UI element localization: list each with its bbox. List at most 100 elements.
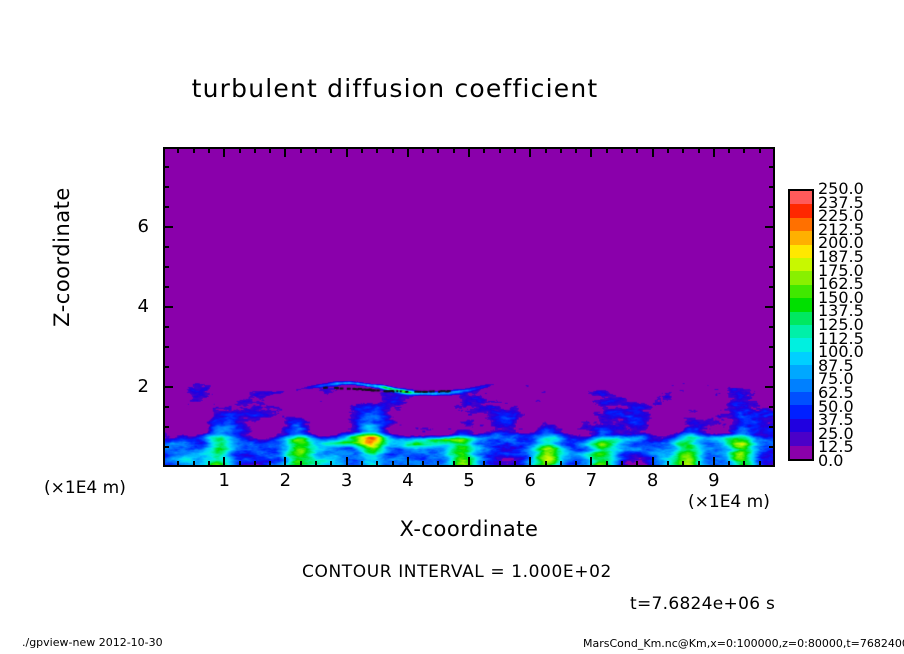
axis-tick: [391, 147, 394, 153]
colorbar-label: 150.0: [818, 287, 864, 307]
colorbar-label: 200.0: [818, 233, 864, 253]
colorbar-label: 212.5: [818, 219, 864, 239]
axis-tick: [177, 461, 180, 467]
axis-tick: [163, 286, 169, 288]
axis-tick: [621, 461, 623, 467]
axis-tick: [163, 206, 169, 208]
axis-tick: [406, 147, 409, 157]
axis-tick: [437, 461, 440, 467]
axis-tick: [544, 461, 547, 467]
axis-tick: [223, 147, 226, 157]
colorbar-band-12: [790, 284, 812, 299]
contour-interval-label: CONTOUR INTERVAL = 1.000E+02: [302, 562, 612, 582]
axis-tick: [529, 147, 532, 157]
x-tick-label: 4: [402, 470, 414, 491]
colorbar-label: 225.0: [818, 206, 864, 226]
axis-tick: [223, 457, 226, 467]
axis-tick: [422, 461, 425, 467]
colorbar-label: 112.5: [818, 328, 864, 348]
colorbar-band-5: [790, 378, 812, 392]
axis-tick: [712, 457, 715, 467]
axis-tick: [299, 461, 302, 467]
axis-tick: [498, 461, 501, 467]
axis-tick: [376, 461, 379, 467]
axis-tick: [452, 461, 455, 467]
colorbar-label: 250.0: [818, 179, 864, 198]
axis-tick: [666, 147, 669, 153]
axis-tick: [391, 461, 394, 467]
x-tick-label: 3: [340, 470, 353, 491]
axis-tick: [758, 147, 761, 153]
colorbar-label: 137.5: [818, 301, 864, 321]
axis-tick: [163, 346, 169, 348]
axis-tick: [769, 186, 775, 188]
axis-tick: [238, 461, 241, 467]
axis-tick: [765, 306, 775, 308]
axis-tick: [636, 147, 639, 153]
axis-tick: [513, 461, 516, 467]
axis-tick: [769, 246, 775, 248]
colorbar-band-6: [790, 365, 812, 379]
axis-tick: [163, 166, 169, 168]
axis-tick: [483, 461, 486, 467]
y-tick-label: 4: [137, 296, 149, 317]
axis-tick: [769, 266, 775, 268]
axis-tick: [559, 461, 562, 467]
axis-tick: [636, 461, 639, 467]
colorbar-label: 100.0: [818, 342, 864, 362]
colorbar-label: 87.5: [818, 355, 854, 375]
colorbar-label: 187.5: [818, 247, 864, 266]
axis-tick: [376, 147, 379, 153]
colorbar-band-0: [790, 445, 812, 459]
colorbar: [788, 189, 814, 461]
x-axis-unit-left: (×1E4 m): [44, 478, 126, 498]
axis-tick: [769, 366, 775, 368]
colorbar-label: 175.0: [818, 260, 864, 280]
axis-tick: [163, 186, 169, 188]
axis-tick: [605, 147, 608, 153]
axis-tick: [651, 147, 654, 157]
axis-tick: [177, 147, 180, 153]
axis-tick: [299, 147, 302, 153]
axis-tick: [743, 147, 746, 153]
axis-tick: [682, 461, 685, 467]
plot-area: [163, 147, 775, 467]
x-tick-label: 8: [646, 470, 659, 491]
axis-tick: [330, 147, 333, 153]
colorbar-band-3: [790, 405, 812, 419]
y-tick-label: 6: [137, 216, 149, 237]
axis-tick: [758, 461, 761, 467]
colorbar-band-4: [790, 391, 812, 406]
axis-tick: [422, 147, 425, 153]
colorbar-band-19: [790, 190, 812, 205]
colorbar-label: 12.5: [818, 437, 854, 457]
x-axis-unit-right: (×1E4 m): [688, 492, 770, 512]
axis-tick: [529, 457, 532, 467]
axis-tick: [575, 147, 578, 153]
colorbar-band-17: [790, 217, 812, 232]
axis-tick: [163, 226, 173, 228]
axis-tick: [769, 446, 775, 448]
axis-tick: [651, 457, 654, 467]
colorbar-label: 25.0: [818, 423, 854, 443]
axis-tick: [544, 147, 547, 153]
axis-tick: [284, 457, 287, 467]
y-tick-label: 2: [137, 376, 149, 397]
axis-tick: [269, 147, 272, 153]
axis-tick: [605, 461, 608, 467]
axis-tick: [345, 457, 348, 467]
colorbar-label: 162.5: [818, 274, 864, 294]
colorbar-tick-labels: 250.0 237.5 225.0 212.5 200.0 187.5 175.0 162.5…: [818, 180, 898, 470]
page-title: turbulent diffusion coefficient: [191, 74, 599, 103]
heatmap-canvas: [165, 149, 773, 465]
axis-tick: [163, 266, 169, 268]
colorbar-band-8: [790, 338, 812, 352]
axis-tick: [513, 147, 516, 153]
axis-tick: [163, 426, 169, 428]
colorbar-label: 0.0: [818, 451, 844, 470]
axis-tick: [769, 426, 775, 428]
axis-tick: [163, 386, 173, 388]
axis-tick: [345, 147, 348, 157]
axis-tick: [468, 147, 470, 157]
axis-tick: [743, 461, 746, 467]
